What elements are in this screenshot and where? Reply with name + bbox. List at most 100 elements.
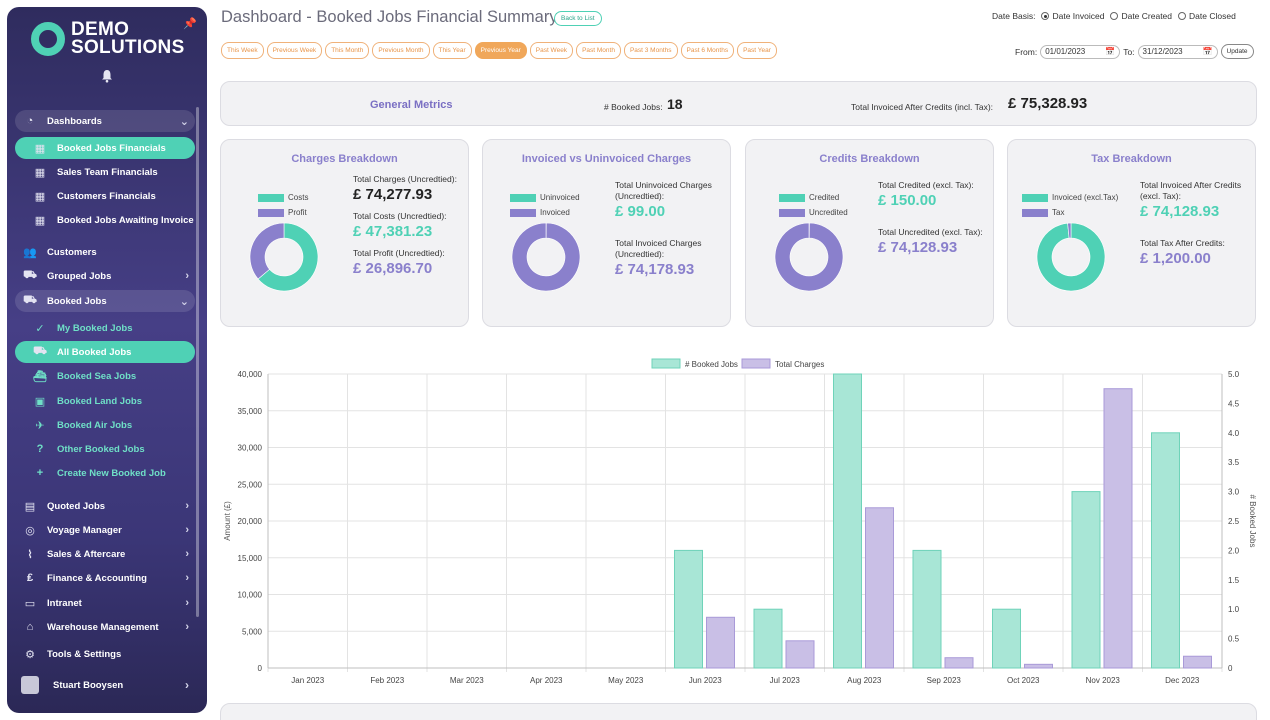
sidebar-item-booked-jobs-financials[interactable]: ▦ Booked Jobs Financials — [15, 137, 195, 159]
y2-tick-label: 2.0 — [1228, 546, 1240, 555]
sidebar-scrollbar[interactable] — [196, 107, 199, 617]
period-this-month[interactable]: This Month — [325, 42, 370, 59]
sidebar-item-other-booked-jobs[interactable]: ? Other Booked Jobs — [15, 438, 195, 460]
donut-slice[interactable] — [257, 222, 319, 292]
sidebar-item-label: Voyage Manager — [47, 524, 122, 536]
sidebar-item-tools-settings[interactable]: ⚙ Tools & Settings — [15, 643, 195, 665]
sidebar-item-label: Booked Jobs Financials — [57, 142, 166, 154]
donut-slice[interactable] — [511, 222, 581, 292]
company-logo[interactable]: DEMO SOLUTIONS — [31, 20, 185, 58]
bar-booked-jobs[interactable] — [1071, 491, 1101, 669]
stat-label: Total Profit (Uncredtied): — [353, 248, 445, 258]
donut-legend: Uninvoiced Invoiced — [510, 190, 580, 220]
bar-booked-jobs[interactable] — [992, 608, 1021, 669]
donut-slice[interactable] — [774, 222, 844, 292]
sidebar-item-warehouse-management[interactable]: ⌂ Warehouse Management › — [15, 616, 195, 638]
bar-booked-jobs[interactable] — [674, 549, 703, 669]
radio-date-created[interactable]: Date Created — [1110, 11, 1172, 21]
sidebar-item-booked-jobs[interactable]: ⛟ Booked Jobs ⌄ — [15, 290, 195, 312]
period-previous-month[interactable]: Previous Month — [372, 42, 430, 59]
bar-total-charges[interactable] — [944, 657, 974, 669]
legend-swatch — [510, 208, 536, 217]
sidebar-item-booked-sea-jobs[interactable]: ⛴ Booked Sea Jobs — [15, 365, 195, 387]
bell-icon[interactable] — [101, 69, 113, 83]
date-basis-group: Date Basis: Date Invoiced Date Created D… — [992, 11, 1236, 21]
chart-line-icon: ⌇ — [27, 548, 33, 561]
sidebar-item-label: My Booked Jobs — [57, 322, 133, 334]
period-past-month[interactable]: Past Month — [576, 42, 621, 59]
bar-total-charges[interactable] — [1024, 663, 1053, 669]
bar-booked-jobs[interactable] — [912, 549, 942, 669]
sidebar-item-create-new-booked-job[interactable]: + Create New Booked Job — [15, 462, 195, 484]
calendar-icon: 📅 — [1202, 47, 1213, 56]
legend-label: Costs — [288, 193, 309, 202]
legend-swatch[interactable] — [741, 358, 771, 369]
sidebar-item-customers-financials[interactable]: ▦ Customers Financials — [15, 185, 195, 207]
pin-icon[interactable]: 📌 — [183, 18, 197, 30]
bar-total-charges[interactable] — [1183, 655, 1212, 669]
user-name: Stuart Booysen — [53, 679, 124, 691]
sidebar-item-all-booked-jobs[interactable]: ⛟ All Booked Jobs — [15, 341, 195, 363]
sidebar-item-dashboards[interactable]: ◔ Dashboards ⌄ — [15, 110, 195, 132]
x-tick-label: Dec 2023 — [1165, 676, 1200, 685]
sidebar-item-sales-team-financials[interactable]: ▦ Sales Team Financials — [15, 161, 195, 183]
legend-item[interactable]: Profit — [258, 205, 308, 220]
sidebar-item-customers[interactable]: 👥 Customers — [15, 241, 195, 263]
total-invoiced-label: Total Invoiced After Credits (incl. Tax)… — [851, 102, 994, 112]
sidebar-item-intranet[interactable]: ▭ Intranet › — [15, 592, 195, 614]
sidebar-item-booked-jobs-awaiting-invoice[interactable]: ▦ Booked Jobs Awaiting Invoice — [15, 209, 195, 231]
period-past-year[interactable]: Past Year — [737, 42, 777, 59]
bottom-card — [220, 703, 1257, 720]
to-date-input[interactable]: 31/12/2023 📅 — [1137, 44, 1218, 59]
bar-total-charges[interactable] — [865, 507, 894, 669]
legend-label[interactable]: Total Charges — [775, 360, 824, 369]
bar-total-charges[interactable] — [1103, 388, 1133, 669]
sidebar-item-quoted-jobs[interactable]: ▤ Quoted Jobs › — [15, 495, 195, 517]
date-range: From: 01/01/2023 📅 To: 31/12/2023 📅 Update — [1015, 44, 1254, 59]
sidebar-item-finance-accounting[interactable]: ₤ Finance & Accounting › — [15, 567, 195, 589]
legend-item[interactable]: Invoiced — [510, 205, 580, 220]
sidebar-item-label: Sales Team Financials — [57, 166, 158, 178]
tax-breakdown-card: Tax Breakdown Invoiced (excl.Tax) Tax Total… — [1007, 139, 1256, 327]
period-past-3-months[interactable]: Past 3 Months — [623, 42, 678, 59]
bar-total-charges[interactable] — [706, 616, 735, 669]
period-this-year[interactable]: This Year — [432, 42, 472, 59]
legend-item[interactable]: Invoiced (excl.Tax) — [1022, 190, 1118, 205]
sidebar-item-booked-land-jobs[interactable]: ▣ Booked Land Jobs — [15, 390, 195, 412]
sidebar-item-grouped-jobs[interactable]: ⛟ Grouped Jobs › — [15, 265, 195, 287]
donut-slice[interactable] — [1036, 222, 1106, 292]
sidebar-item-sales-aftercare[interactable]: ⌇ Sales & Aftercare › — [15, 543, 195, 565]
folder-icon: ▭ — [24, 597, 36, 610]
legend-item[interactable]: Uninvoiced — [510, 190, 580, 205]
bar-booked-jobs[interactable] — [833, 373, 862, 669]
legend-swatch[interactable] — [651, 358, 681, 369]
period-this-week[interactable]: This Week — [221, 42, 264, 59]
user-menu[interactable]: Stuart Booysen › — [15, 671, 197, 699]
legend-item[interactable]: Uncredited — [779, 205, 848, 220]
legend-label[interactable]: # Booked Jobs — [685, 360, 738, 369]
date-basis-label: Date Basis: — [992, 11, 1036, 21]
bar-booked-jobs[interactable] — [1151, 432, 1180, 669]
legend-item[interactable]: Tax — [1022, 205, 1118, 220]
bar-total-charges[interactable] — [785, 640, 815, 669]
period-previous-week[interactable]: Previous Week — [266, 42, 323, 59]
from-date-input[interactable]: 01/01/2023 📅 — [1040, 44, 1121, 59]
logo-line-2: SOLUTIONS — [71, 37, 185, 58]
period-past-6-months[interactable]: Past 6 Months — [680, 42, 735, 59]
sidebar-item-booked-air-jobs[interactable]: ✈ Booked Air Jobs — [15, 414, 195, 436]
period-past-week[interactable]: Past Week — [529, 42, 574, 59]
donut-slice[interactable] — [249, 222, 285, 280]
donut-slice[interactable] — [1067, 222, 1072, 239]
sidebar-item-my-booked-jobs[interactable]: ✓ My Booked Jobs — [15, 317, 195, 339]
radio-date-closed[interactable]: Date Closed — [1178, 11, 1236, 21]
chevron-right-icon: › — [185, 548, 189, 560]
legend-item[interactable]: Costs — [258, 190, 308, 205]
sidebar-item-label: Create New Booked Job — [57, 467, 166, 479]
bar-booked-jobs[interactable] — [753, 608, 783, 669]
sidebar-item-voyage-manager[interactable]: ◎ Voyage Manager › — [15, 519, 195, 541]
back-to-list-button[interactable]: Back to List — [554, 11, 602, 26]
period-previous-year[interactable]: Previous Year — [474, 42, 527, 59]
legend-item[interactable]: Credited — [779, 190, 848, 205]
radio-date-invoiced[interactable]: Date Invoiced — [1041, 11, 1104, 21]
update-button[interactable]: Update — [1220, 44, 1254, 59]
